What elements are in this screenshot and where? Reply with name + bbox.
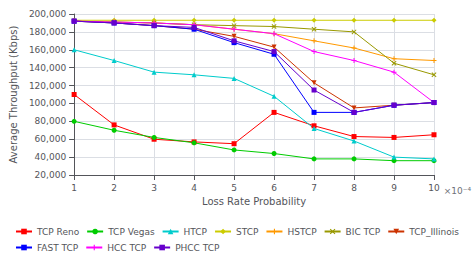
- svg-text:140,000: 140,000: [29, 63, 66, 73]
- svg-text:HSTCP: HSTCP: [287, 227, 317, 237]
- svg-text:TCP_Illinois: TCP_Illinois: [408, 227, 459, 237]
- svg-text:FAST TCP: FAST TCP: [37, 243, 79, 253]
- svg-text:HCC TCP: HCC TCP: [107, 243, 146, 253]
- svg-text:BIC TCP: BIC TCP: [346, 227, 381, 237]
- svg-text:4: 4: [191, 183, 197, 193]
- svg-text:5: 5: [231, 183, 237, 193]
- svg-text:2: 2: [111, 183, 117, 193]
- svg-text:1: 1: [71, 183, 77, 193]
- svg-text:3: 3: [151, 183, 157, 193]
- svg-text:×10⁻⁴: ×10⁻⁴: [444, 186, 472, 196]
- svg-text:TCP Reno: TCP Reno: [36, 227, 80, 237]
- svg-text:180,000: 180,000: [29, 27, 66, 37]
- svg-text:9: 9: [391, 183, 397, 193]
- svg-text:6: 6: [271, 183, 277, 193]
- svg-text:10: 10: [428, 183, 440, 193]
- svg-text:PHCC TCP: PHCC TCP: [175, 243, 220, 253]
- svg-text:Average Throughput (Kbps): Average Throughput (Kbps): [8, 26, 19, 164]
- svg-text:HTCP: HTCP: [184, 227, 208, 237]
- svg-text:40,000: 40,000: [35, 152, 67, 162]
- svg-text:Loss Rate Probability: Loss Rate Probability: [202, 196, 306, 207]
- svg-text:20,000: 20,000: [35, 170, 67, 180]
- svg-text:60,000: 60,000: [35, 134, 67, 144]
- svg-text:100,000: 100,000: [29, 98, 66, 108]
- svg-text:160,000: 160,000: [29, 45, 66, 55]
- svg-text:120,000: 120,000: [29, 81, 66, 91]
- svg-text:7: 7: [311, 183, 317, 193]
- svg-text:8: 8: [351, 183, 357, 193]
- svg-text:TCP Vegas: TCP Vegas: [107, 227, 155, 237]
- svg-text:STCP: STCP: [236, 227, 259, 237]
- svg-text:80,000: 80,000: [35, 116, 67, 126]
- svg-text:200,000: 200,000: [29, 9, 66, 19]
